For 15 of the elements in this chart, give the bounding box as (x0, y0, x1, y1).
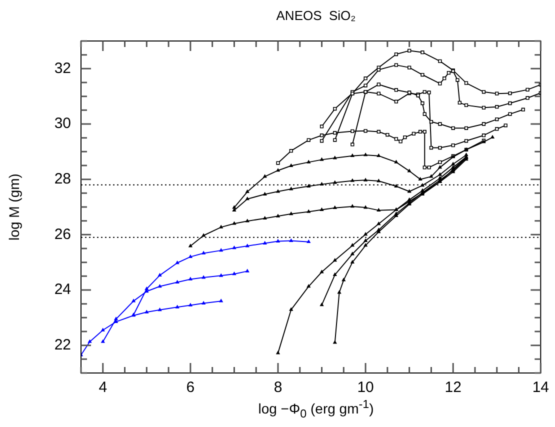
y-tick-label: 30 (54, 115, 71, 132)
y-tick-label: 26 (54, 226, 71, 243)
x-tick-label: 14 (532, 379, 549, 396)
y-tick-label: 32 (54, 60, 71, 77)
chart-title: ANEOS SiO₂ (275, 8, 357, 23)
y-tick-label: 24 (54, 281, 71, 298)
x-tick-label: 6 (186, 379, 195, 396)
y-tick-label: 28 (54, 170, 71, 188)
y-axis-title: log M (gm) (6, 174, 22, 240)
x-tick-label: 12 (444, 379, 462, 396)
x-axis-title: log −Φ$_{0}$ (erg gm$^{-1}$) (257, 398, 375, 420)
y-tick-label: 22 (54, 336, 71, 354)
x-tick-label: 4 (98, 379, 108, 396)
x-tick-label: 8 (274, 379, 282, 396)
x-tick-label: 10 (357, 379, 374, 396)
